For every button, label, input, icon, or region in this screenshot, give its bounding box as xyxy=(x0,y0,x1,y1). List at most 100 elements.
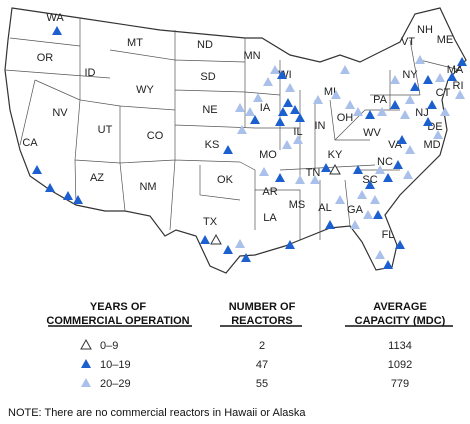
state-label: IN xyxy=(315,120,326,132)
reactor-marker xyxy=(235,103,245,112)
reactor-marker xyxy=(293,135,303,144)
reactor-marker xyxy=(415,55,425,64)
reactor-marker xyxy=(250,115,260,124)
state-label: WY xyxy=(136,84,154,96)
state-label: NJ xyxy=(415,107,428,119)
state-label: FL xyxy=(382,229,395,241)
state-borders xyxy=(4,18,461,240)
state-label: MN xyxy=(243,50,260,62)
reactor-marker xyxy=(325,220,335,229)
state-label: OK xyxy=(217,174,234,186)
us-outline xyxy=(4,7,467,274)
state-label: NV xyxy=(52,107,68,119)
state-label: PA xyxy=(373,94,388,106)
state-label: CA xyxy=(22,137,38,149)
reactor-marker xyxy=(73,195,83,204)
reactor-marker xyxy=(365,180,375,189)
reactor-marker xyxy=(390,100,400,109)
state-label: SC xyxy=(362,174,377,186)
reactor-marker xyxy=(393,160,403,169)
reactor-marker xyxy=(395,240,405,249)
state-label: VT xyxy=(401,36,415,48)
state-label: WA xyxy=(46,12,64,24)
avg-capacity: 779 xyxy=(391,378,409,390)
state-label: KS xyxy=(205,139,220,151)
table-header: NUMBER OF REACTORS xyxy=(229,301,296,327)
reactor-marker xyxy=(282,140,292,149)
reactor-marker xyxy=(373,210,383,219)
state-label: OH xyxy=(337,112,354,124)
reactor-marker xyxy=(375,165,385,174)
reactor-marker xyxy=(283,98,293,107)
reactor-marker xyxy=(329,163,341,175)
reactor-marker xyxy=(357,190,367,199)
reactor-marker xyxy=(223,245,233,254)
reactor-marker xyxy=(270,65,280,74)
reactor-marker xyxy=(410,82,420,91)
reactor-marker xyxy=(275,117,285,126)
reactor-marker xyxy=(285,83,295,92)
state-label: MI xyxy=(324,86,336,98)
range-label: 10–19 xyxy=(100,359,131,371)
avg-capacity: 1092 xyxy=(388,359,412,371)
reactor-marker xyxy=(370,195,380,204)
state-label: MS xyxy=(289,199,306,211)
state-label: AZ xyxy=(90,172,104,184)
state-label: MD xyxy=(423,139,440,151)
reactor-marker xyxy=(275,173,285,182)
avg-capacity: 1134 xyxy=(388,340,412,352)
reactor-marker xyxy=(45,183,55,192)
state-label: OR xyxy=(37,52,54,64)
reactor-marker xyxy=(210,233,222,245)
state-label: MO xyxy=(259,149,277,161)
reactor-marker xyxy=(313,95,323,104)
reactor-marker xyxy=(32,165,42,174)
reactor-marker xyxy=(245,107,255,116)
reactor-count: 47 xyxy=(256,359,268,371)
state-label: CT xyxy=(436,87,451,99)
reactor-marker xyxy=(321,163,331,172)
range-label: 20–29 xyxy=(100,378,131,390)
reactor-marker xyxy=(377,107,387,116)
reactor-marker xyxy=(253,93,263,102)
reactor-marker xyxy=(277,70,287,79)
reactor-marker xyxy=(235,239,245,248)
open-triangle xyxy=(80,338,92,350)
state-label: SD xyxy=(200,71,215,83)
legend-table: YEARS OF COMMERCIAL OPERATION NUMBER OF RE… xyxy=(46,301,453,390)
reactor-marker xyxy=(435,73,445,82)
reactor-marker xyxy=(403,170,413,179)
reactor-marker xyxy=(237,125,247,134)
reactor-marker xyxy=(440,107,450,116)
reactor-marker xyxy=(423,117,433,126)
reactor-marker xyxy=(200,235,210,244)
reactor-marker xyxy=(405,145,415,154)
reactor-marker xyxy=(295,113,305,122)
state-label: UT xyxy=(98,124,113,136)
state-label: NC xyxy=(377,156,393,168)
reactor-marker xyxy=(423,75,433,84)
reactor-marker xyxy=(278,107,288,116)
state-label: NM xyxy=(139,181,156,193)
state-label: WV xyxy=(363,127,381,139)
state-label: KY xyxy=(328,149,343,161)
reactor-marker xyxy=(427,100,437,109)
state-label: IA xyxy=(260,102,271,114)
reactor-marker xyxy=(285,240,295,249)
reactor-marker xyxy=(405,95,415,104)
reactor-marker xyxy=(290,105,300,114)
note: NOTE: There are no commercial reactors i… xyxy=(8,407,306,419)
reactor-marker xyxy=(295,175,305,184)
dark-triangle xyxy=(81,359,91,368)
state-label: ND xyxy=(197,39,213,51)
reactor-marker xyxy=(263,77,273,86)
state-label: ID xyxy=(85,67,96,79)
reactor-marker xyxy=(365,110,375,119)
reactor-marker xyxy=(433,130,443,139)
reactor-marker xyxy=(390,75,400,84)
reactor-marker xyxy=(455,90,465,99)
reactor-count: 55 xyxy=(256,378,268,390)
reactor-marker xyxy=(397,135,407,144)
